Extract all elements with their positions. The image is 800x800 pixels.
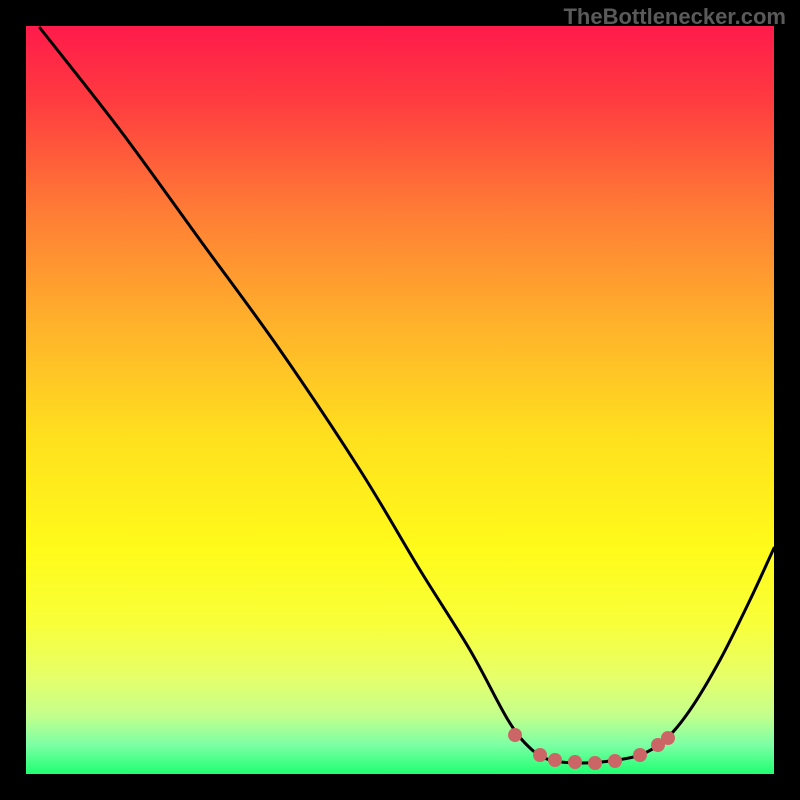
watermark-text: TheBottlenecker.com (563, 4, 786, 30)
optimal-marker (568, 755, 582, 769)
optimal-marker (633, 748, 647, 762)
optimal-marker (608, 754, 622, 768)
optimal-marker (508, 728, 522, 742)
chart-container: TheBottlenecker.com (0, 0, 800, 800)
optimal-marker (588, 756, 602, 770)
optimal-marker (533, 748, 547, 762)
optimal-marker (661, 731, 675, 745)
gradient-panel (25, 25, 775, 775)
bottleneck-curve-chart (0, 0, 800, 800)
optimal-marker (548, 753, 562, 767)
